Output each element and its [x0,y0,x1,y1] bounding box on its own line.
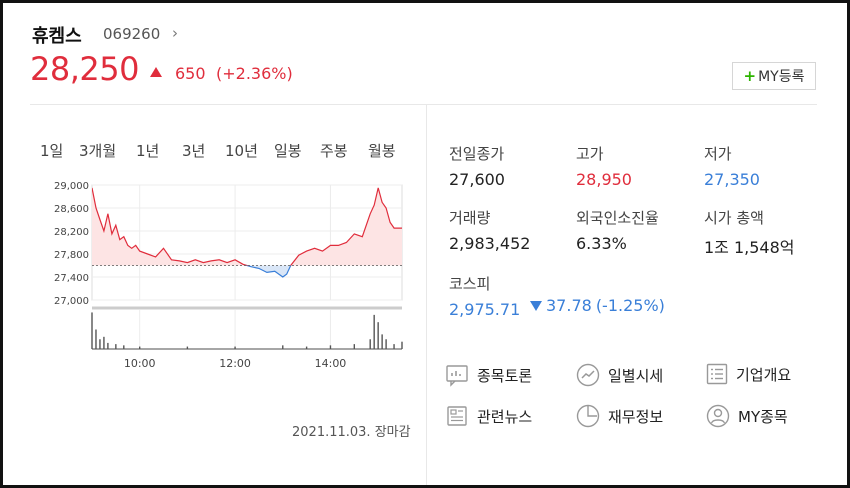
x-tick-label: 12:00 [219,357,251,370]
index-value: 2,975.71 [449,300,521,319]
stock-name[interactable]: 휴켐스 [32,26,82,47]
panel-divider [426,105,427,485]
tab-1d[interactable]: 1일 [40,142,64,160]
stat-market-cap: 시가 총액 1조 1,548억 [704,207,795,258]
up-triangle-icon [150,67,162,77]
price-line-up [92,187,402,266]
stat-value: 28,950 [576,170,632,189]
link-company-overview[interactable]: 기업개요 [706,363,791,385]
stat-value: 6.33% [576,234,627,253]
link-daily-price[interactable]: 일별시세 [576,363,663,387]
plus-icon: + [743,67,757,85]
x-tick-label: 14:00 [315,357,347,370]
link-label: MY종목 [738,407,788,426]
link-financial-info[interactable]: 재무정보 [576,404,663,428]
stat-label: 외국인소진율 [576,209,659,227]
link-label: 종목토론 [477,366,533,385]
stat-value: 1조 1,548억 [704,238,795,257]
y-tick-label: 27,000 [54,296,89,307]
news-icon [447,406,467,426]
link-my-stocks[interactable]: MY종목 [706,404,788,428]
link-label: 일별시세 [608,366,664,385]
price-area-up [92,187,402,266]
stat-foreign-ratio: 외국인소진율 6.33% [576,207,659,253]
my-register-label: MY등록 [758,69,805,85]
stat-label: 시가 총액 [704,209,764,227]
y-tick-label: 27,400 [54,273,89,284]
stat-prev-close: 전일종가 27,600 [449,143,505,189]
market-close-note: 2021.11.03. 장마감 [292,425,411,440]
link-label: 관련뉴스 [477,407,533,426]
intraday-chart[interactable]: 29,000 28,600 28,200 27,800 27,400 27,000 10:0… [40,175,410,375]
link-label: 기업개요 [736,365,792,384]
tab-weekly[interactable]: 주봉 [320,142,348,160]
user-icon [706,404,730,428]
stat-value: 2,983,452 [449,234,531,253]
header-divider [30,104,817,105]
pie-icon [576,404,600,428]
stat-label: 저가 [704,145,732,163]
stat-high: 고가 28,950 [576,143,632,189]
tab-3m[interactable]: 3개월 [79,142,117,160]
price-change: 650 [175,64,206,83]
down-triangle-icon [530,300,542,311]
y-tick-label: 28,600 [54,204,89,215]
x-tick-label: 10:00 [124,357,156,370]
index-change-percent: (-1.25%) [595,296,665,315]
chevron-right-icon[interactable]: › [172,24,178,42]
tab-daily[interactable]: 일봉 [274,142,302,160]
tab-3y[interactable]: 3년 [182,142,206,160]
price-change-percent: (+2.36%) [216,64,293,83]
stat-label: 전일종가 [449,145,505,163]
my-register-button[interactable]: + MY등록 [732,62,816,90]
stat-low: 저가 27,350 [704,143,760,189]
y-tick-label: 27,800 [54,250,89,261]
stat-value: 27,600 [449,170,505,189]
link-label: 재무정보 [608,407,664,426]
list-icon [706,363,728,385]
link-related-news[interactable]: 관련뉴스 [445,404,532,428]
current-price: 28,250 [30,50,139,88]
trend-icon [576,363,600,387]
index-label: 코스피 [449,275,491,293]
stat-volume: 거래량 2,983,452 [449,207,530,253]
tab-monthly[interactable]: 월봉 [368,142,396,160]
index-change-value: 37.78 [546,296,592,315]
index-change: 37.78 (-1.25%) [530,296,665,315]
y-tick-label: 28,200 [54,227,89,238]
y-tick-label: 29,000 [54,181,89,192]
stat-label: 거래량 [449,209,491,227]
link-discussion[interactable]: 종목토론 [445,363,532,387]
stat-value: 27,350 [704,170,760,189]
tab-10y[interactable]: 10년 [225,142,258,160]
index-kospi[interactable]: 코스피 2,975.71 [449,273,520,319]
stock-code[interactable]: 069260 [103,25,161,43]
tab-1y[interactable]: 1년 [136,142,160,160]
stat-label: 고가 [576,145,604,163]
discussion-icon [446,365,468,387]
